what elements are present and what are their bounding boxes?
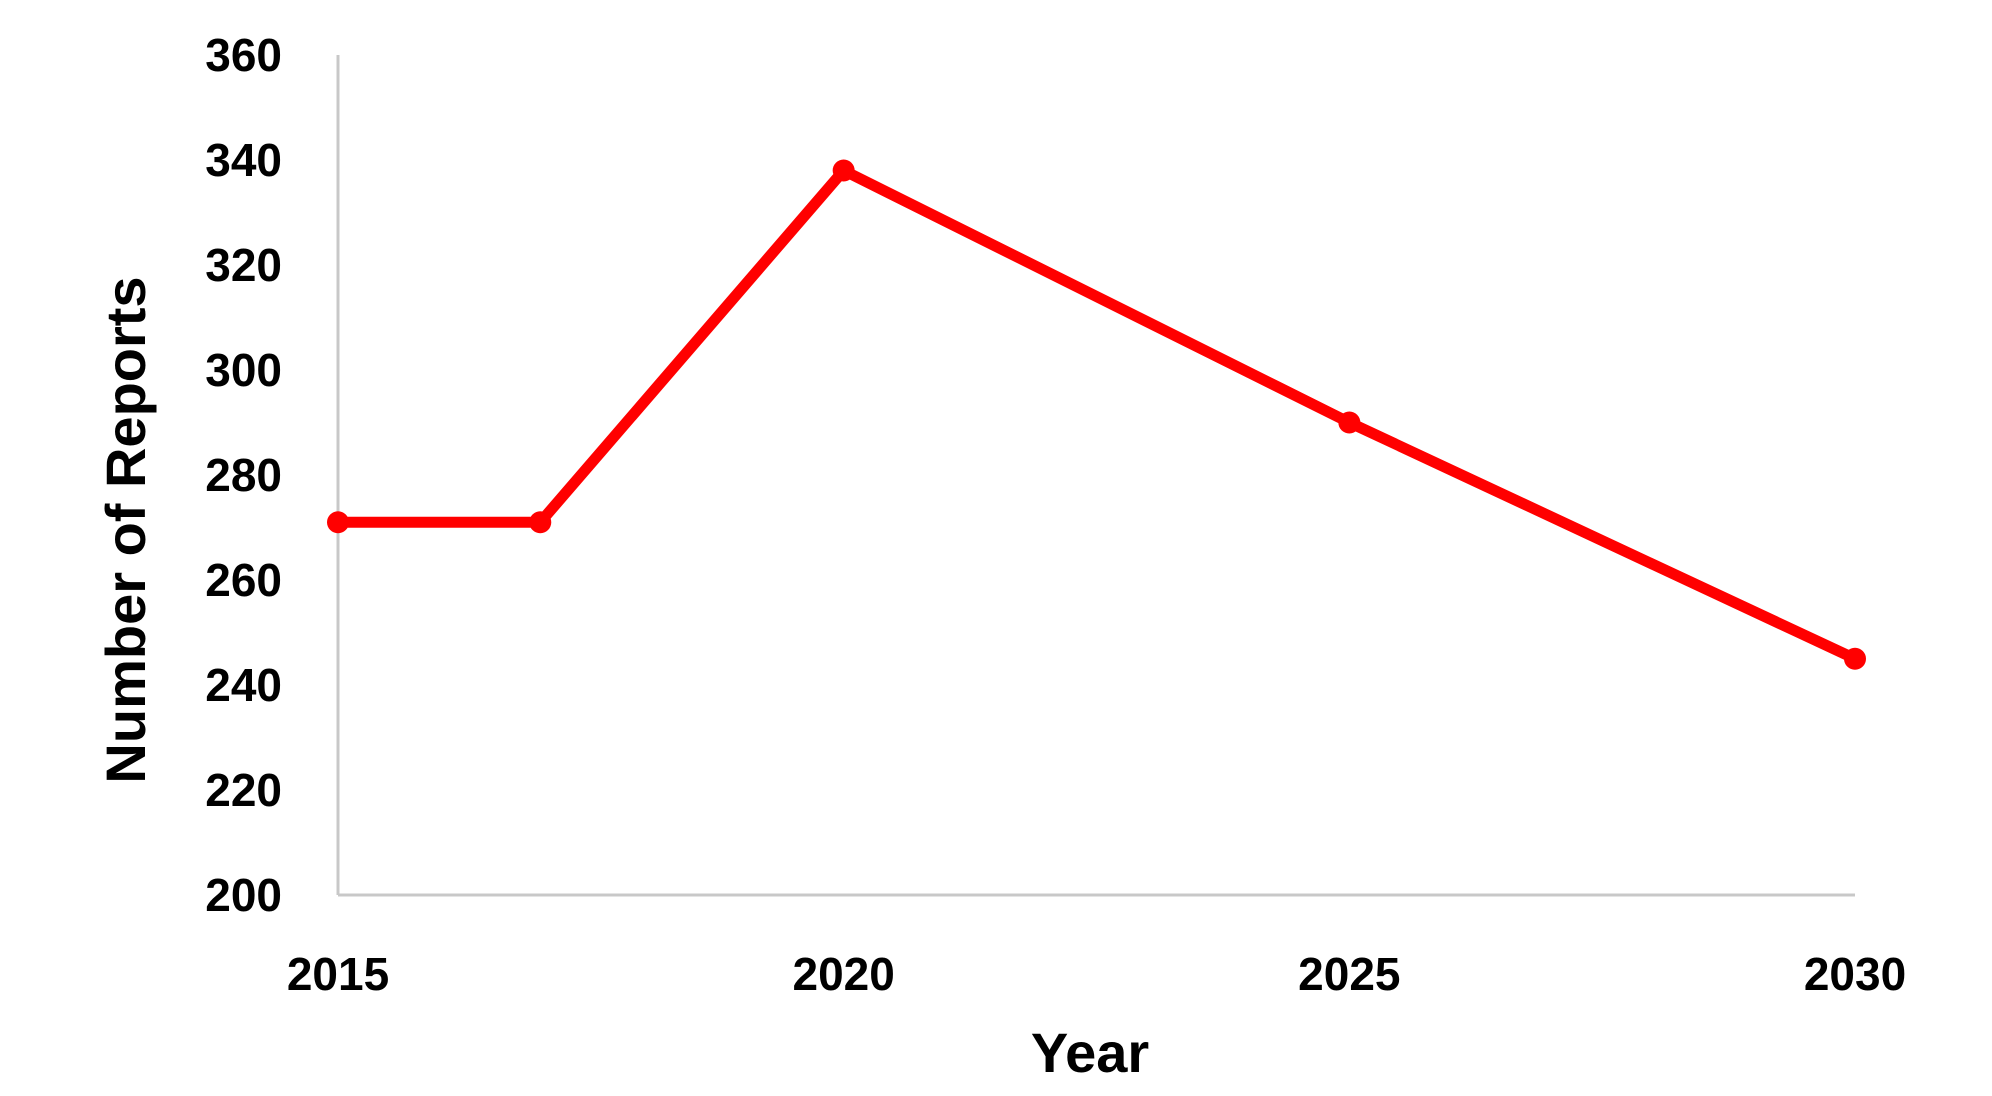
data-point <box>832 159 855 182</box>
x-axis-title: Year <box>1031 1021 1149 1084</box>
y-tick-labels: 200 220 240 260 280 300 320 340 360 <box>205 29 282 921</box>
x-tick-labels: 2015 2020 2025 2030 <box>287 948 1906 1000</box>
series-lines <box>332 165 1861 665</box>
data-markers <box>327 159 1866 670</box>
y-tick-label: 260 <box>205 554 282 606</box>
y-tick-label: 340 <box>205 134 282 186</box>
y-tick-label: 300 <box>205 344 282 396</box>
y-tick-label: 280 <box>205 449 282 501</box>
x-tick-label: 2025 <box>1298 948 1400 1000</box>
axes <box>336 55 1855 897</box>
data-point <box>529 511 552 534</box>
y-axis-title: Number of Reports <box>94 276 157 783</box>
y-tick-label: 320 <box>205 239 282 291</box>
x-tick-label: 2020 <box>792 948 894 1000</box>
x-tick-label: 2030 <box>1804 948 1906 1000</box>
y-tick-label: 360 <box>205 29 282 81</box>
data-point <box>1844 647 1866 670</box>
data-point <box>327 511 349 534</box>
x-tick-label: 2015 <box>287 948 389 1000</box>
y-tick-label: 200 <box>205 869 282 921</box>
data-point <box>1338 411 1361 434</box>
y-tick-label: 220 <box>205 764 282 816</box>
series-line <box>332 165 1861 665</box>
y-tick-label: 240 <box>205 659 282 711</box>
